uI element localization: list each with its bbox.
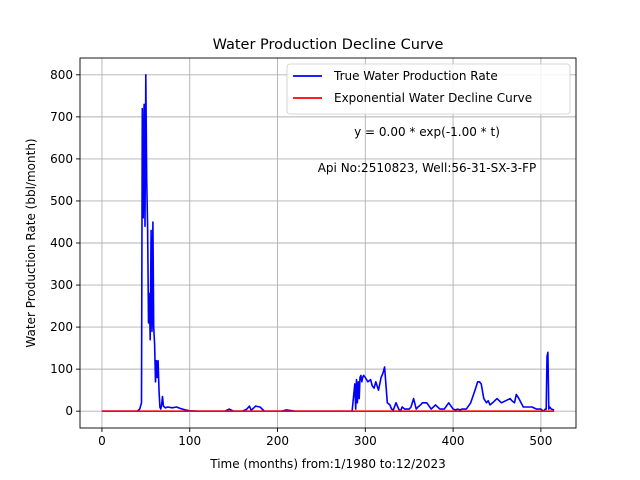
- x-tick-label: 400: [442, 434, 465, 448]
- series-line-true-rate: [101, 74, 555, 413]
- legend: True Water Production Rate Exponential W…: [286, 63, 571, 115]
- y-tick-label: 600: [50, 152, 73, 166]
- annotation-equation: y = 0.00 * exp(-1.00 * t): [354, 125, 500, 139]
- y-tick-label: 100: [50, 362, 73, 376]
- y-tick-label: 300: [50, 278, 73, 292]
- axis-ticks: 0 100 200 300 400 500 0 100 200 300 400 500 600 700 80…: [50, 68, 552, 448]
- y-tick-label: 800: [50, 68, 73, 82]
- y-tick-label: 700: [50, 110, 73, 124]
- x-tick-label: 500: [529, 434, 552, 448]
- y-tick-label: 200: [50, 320, 73, 334]
- x-tick-label: 200: [266, 434, 289, 448]
- series-lines: [101, 74, 555, 413]
- x-tick-label: 100: [178, 434, 201, 448]
- chart-title: Water Production Decline Curve: [213, 37, 444, 53]
- y-tick-label: 400: [50, 236, 73, 250]
- annotation-well-info: Api No:2510823, Well:56-31-SX-3-FP: [318, 161, 537, 175]
- y-tick-label: 500: [50, 194, 73, 208]
- y-axis-label: Water Production Rate (bbl/month): [24, 138, 38, 347]
- grid: [80, 58, 576, 428]
- legend-label-true-rate: True Water Production Rate: [333, 69, 498, 83]
- y-tick-label: 0: [65, 404, 73, 418]
- legend-box: [286, 63, 571, 115]
- x-tick-label: 0: [98, 434, 106, 448]
- x-axis-label: Time (months) from:1/1980 to:12/2023: [209, 457, 446, 471]
- x-tick-label: 300: [354, 434, 377, 448]
- legend-label-exponential-curve: Exponential Water Decline Curve: [334, 91, 532, 105]
